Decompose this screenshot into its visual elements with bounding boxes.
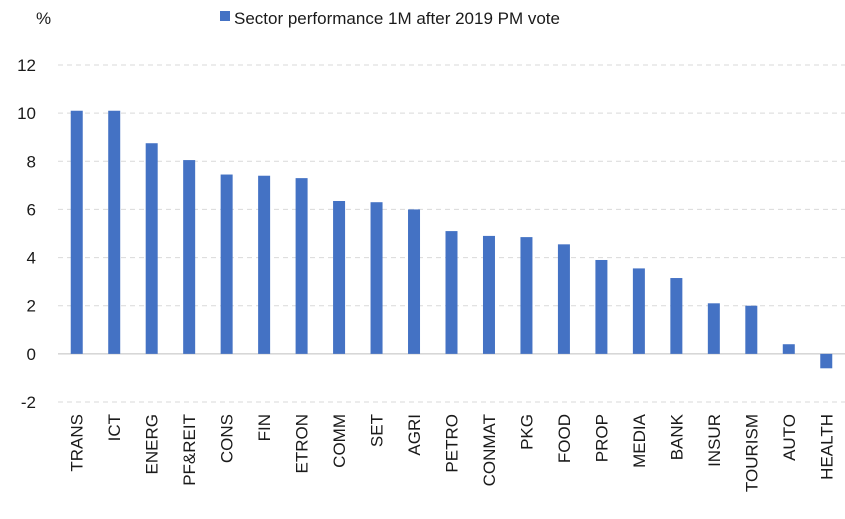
bar-food [557,244,570,354]
y-tick-label: 0 [27,345,36,364]
bar-petro [445,231,458,354]
bar-bank [670,278,683,354]
legend: Sector performance 1M after 2019 PM vote [220,9,560,28]
legend-label: Sector performance 1M after 2019 PM vote [234,9,560,28]
x-tick-label: FIN [255,414,274,441]
x-tick-label: TOURISM [742,414,761,492]
y-tick-labels: -2 0 2 4 6 8 10 12 [17,56,36,412]
x-tick-label: CONMAT [480,414,499,486]
y-tick-label: 10 [17,104,36,123]
bar-auto [782,344,795,354]
x-tick-label: HEALTH [817,414,836,480]
x-tick-label: INSUR [705,414,724,467]
x-tick-label: PF&REIT [180,414,199,486]
y-tick-label: 12 [17,56,36,75]
bar-energ [145,143,158,354]
bar-media [632,268,645,354]
x-tick-label: PROP [592,414,611,462]
x-tick-label: CONS [218,414,237,463]
bar-conmat [482,235,495,354]
x-tick-labels: TRANS ICT ENERG PF&REIT CONS FIN ETRON COMM SET A… [68,413,837,492]
bars [70,110,833,369]
bar-fin [258,175,271,354]
x-tick-label: COMM [330,414,349,468]
y-tick-label: 8 [27,152,36,171]
bar-tourism [745,305,758,354]
x-tick-label: SET [368,414,387,447]
y-tick-label: -2 [21,393,36,412]
x-tick-label: FOOD [555,414,574,463]
y-tick-label: 4 [27,249,36,268]
x-tick-label: MEDIA [630,413,649,468]
x-tick-label: PETRO [443,414,462,473]
bar-comm [333,201,346,354]
x-tick-label: PKG [517,414,536,450]
y-tick-label: 2 [27,297,36,316]
x-tick-label: AGRI [405,414,424,456]
x-tick-label: ICT [105,414,124,441]
bar-health [820,353,833,369]
bar-insur [707,303,720,354]
bar-pkg [520,237,533,354]
legend-swatch [220,11,230,21]
bar-etron [295,178,308,354]
x-tick-label: TRANS [68,414,87,472]
x-tick-label: ENERG [143,414,162,474]
bar-cons [220,174,233,354]
x-tick-label: AUTO [780,414,799,461]
x-tick-label: ETRON [293,414,312,474]
y-unit-label: % [36,9,51,28]
bar-prop [595,259,608,354]
bar-trans [70,110,83,354]
bar-set [370,202,383,354]
y-tick-label: 6 [27,200,36,219]
bar-agri [408,209,421,354]
bar-pf-reit [183,160,196,354]
bar-ict [108,110,121,354]
x-tick-label: BANK [667,413,686,460]
